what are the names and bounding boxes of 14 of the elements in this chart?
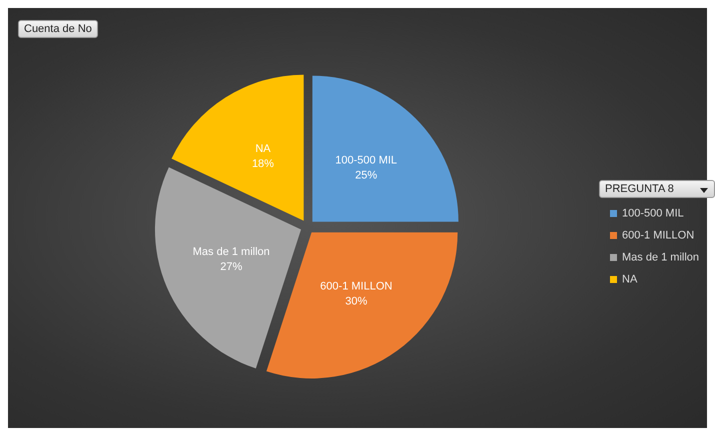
legend-label: 100-500 MIL <box>622 208 684 220</box>
slice-label: Mas de 1 millon <box>192 246 270 258</box>
data-label: 30% <box>345 295 368 308</box>
text: Cuenta de No <box>18 20 98 38</box>
legend-label: 600-1 MILLON <box>622 230 694 242</box>
data-label: 25% <box>355 170 378 182</box>
slice-label: 100-500 MIL <box>335 154 398 167</box>
legend-label: NA <box>622 274 638 286</box>
data-label: 18% <box>252 158 274 170</box>
legend-label: Mas de 1 millon <box>622 252 700 264</box>
slice-label: NA <box>255 143 272 156</box>
data-label: 27% <box>220 261 242 274</box>
slice-label: 600-1 MILLON <box>320 280 392 292</box>
legend-title: PREGUNTA 8 <box>599 180 715 198</box>
